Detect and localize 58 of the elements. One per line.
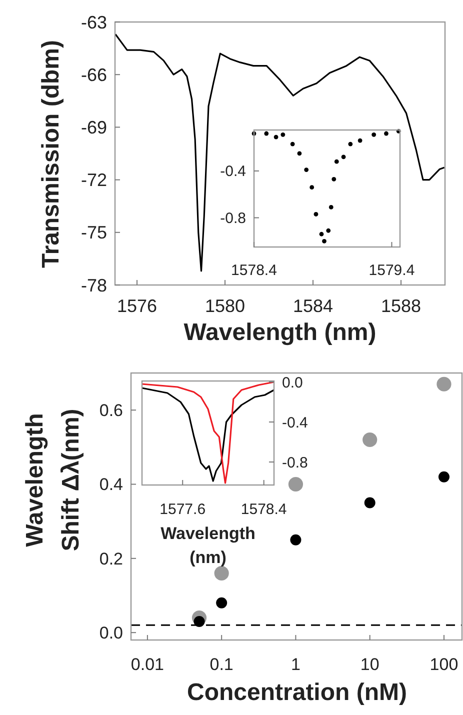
point (328, 205, 334, 210)
point (264, 131, 269, 136)
x-axis-title: Wavelength (nm) (184, 319, 376, 346)
y-tick-label: -75 (80, 222, 107, 243)
y-tick-label: -69 (80, 118, 107, 138)
point (362, 432, 378, 448)
point (288, 476, 304, 492)
y-tick-label: 0.4 (99, 475, 123, 494)
point (358, 138, 362, 143)
point (332, 176, 336, 182)
point (326, 228, 331, 233)
point (274, 134, 278, 140)
point (280, 132, 286, 137)
x-tick-label: 1 (290, 655, 300, 674)
x-tick-label: 1584 (292, 296, 334, 316)
point (372, 132, 376, 137)
x-tick-label: 1577.6 (160, 501, 206, 518)
y-tick-label: -63 (80, 12, 107, 32)
x-tick-label: 1576 (116, 296, 158, 316)
point (319, 232, 324, 236)
point (322, 238, 326, 244)
y2-tick-label: 0.0 (282, 374, 303, 392)
point (290, 534, 302, 546)
y-axis-title: Wavelength Shift Δλ(nm) (21, 408, 84, 552)
point (436, 376, 452, 392)
point (334, 159, 339, 164)
y-tick-label: 0.2 (99, 549, 123, 568)
point (297, 151, 302, 156)
point (438, 471, 450, 482)
y-tick-label: 0.6 (99, 401, 123, 420)
point (384, 131, 388, 136)
y-tick-label: -66 (80, 64, 107, 85)
y-axis-title: Transmission (dbm) (37, 40, 64, 268)
x-tick-label: 1580 (204, 296, 246, 316)
y2-tick-label: -0.4 (282, 414, 308, 432)
y2-tick-label: -0.8 (282, 454, 308, 472)
x-tick-label: 100 (430, 655, 458, 674)
x-axis-title: Wavelength (nm) (160, 524, 256, 567)
point (348, 142, 353, 146)
y-tick-label: -78 (80, 275, 107, 296)
point (341, 154, 346, 160)
x-tick-label: 10 (360, 655, 380, 674)
x-tick-label: 0.1 (210, 655, 234, 674)
point (310, 185, 314, 190)
point (364, 497, 376, 508)
x-tick-label: 1578.4 (231, 262, 277, 279)
point (304, 168, 309, 172)
point (314, 212, 318, 216)
y-tick-label: 0.0 (99, 624, 123, 643)
x-tick-label: 1578.4 (240, 501, 287, 518)
point (214, 566, 229, 581)
point (290, 142, 295, 146)
x-axis-title: Concentration (nM) (187, 679, 407, 706)
x-tick-label: 1579.4 (368, 262, 415, 279)
x-tick-label: 0.01 (130, 655, 164, 674)
point (216, 597, 228, 608)
x-tick-label: 1588 (380, 296, 422, 316)
y-tick-label: -72 (80, 170, 107, 190)
